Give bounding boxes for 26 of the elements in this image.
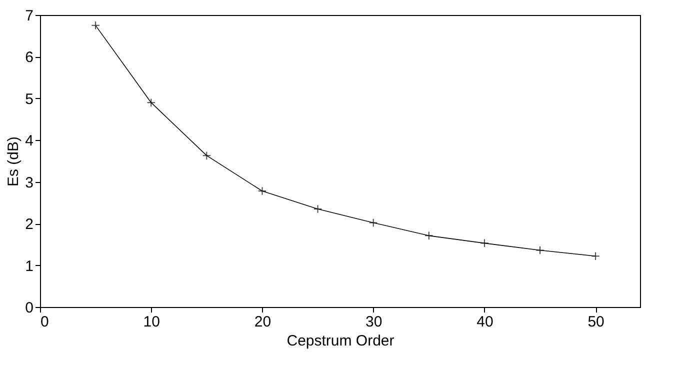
x-tick-label: 50 <box>588 314 604 330</box>
point <box>536 246 544 255</box>
y-tick-label: 4 <box>25 132 34 150</box>
y-tick-label: 6 <box>25 49 34 66</box>
y-tick-label: 0 <box>25 300 34 316</box>
point <box>91 21 100 30</box>
x-tick-label: 30 <box>365 314 382 330</box>
point <box>202 151 212 160</box>
y-tick-label: 1 <box>25 258 34 275</box>
y-tick-label: 3 <box>25 174 34 192</box>
point <box>424 231 434 240</box>
point <box>480 238 489 248</box>
point <box>146 98 156 107</box>
x-tick-label: 0 <box>40 314 49 330</box>
y-tick-label: 5 <box>25 90 34 108</box>
x-tick-label: 40 <box>476 314 494 330</box>
point <box>368 218 378 228</box>
x-tick-label: 20 <box>254 314 272 330</box>
y-tick-label: 2 <box>25 216 34 234</box>
y-tick-label: 7 <box>25 8 34 24</box>
point <box>258 186 267 196</box>
point <box>591 252 600 260</box>
x-tick-label: 10 <box>143 314 160 330</box>
x-axis-title: Cepstrum Order <box>286 332 394 350</box>
point <box>313 204 322 214</box>
y-axis-title: Es (dB) <box>5 136 22 187</box>
